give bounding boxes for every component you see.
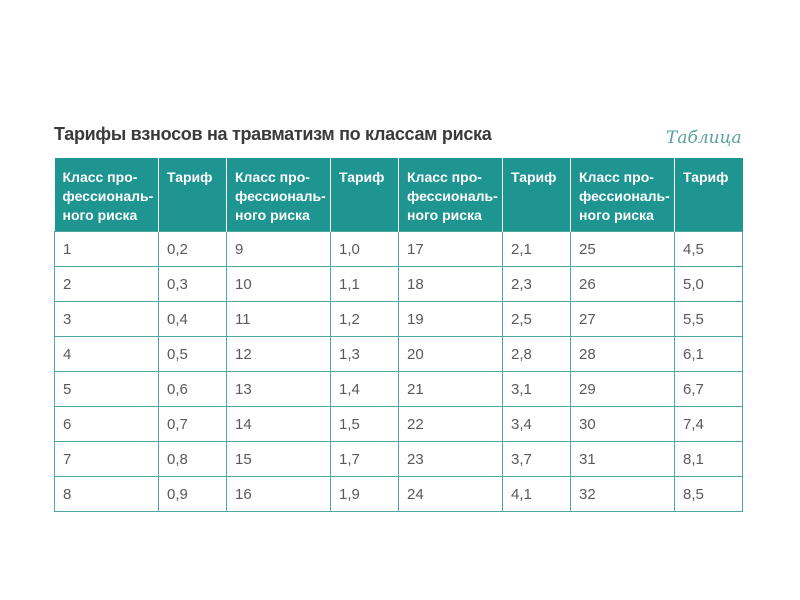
column-header-risk-class: Класс про- фессиональ- ного риска [570,158,675,232]
rate-cell: 5,0 [674,266,743,302]
risk-class-cell: 13 [226,371,331,407]
risk-class-cell: 11 [226,301,331,337]
rate-cell: 8,5 [674,476,743,512]
risk-class-cell: 16 [226,476,331,512]
table-title: Тарифы взносов на травматизм по классам … [54,124,492,144]
header-row: Класс про- фессиональ- ного риска Тариф Кл… [54,158,743,232]
table-row: 3 0,4 11 1,2 19 2,5 27 5,5 [54,301,743,337]
rate-cell: 0,9 [158,476,227,512]
risk-class-cell: 5 [54,371,159,407]
rate-cell: 0,7 [158,406,227,442]
risk-class-cell: 9 [226,231,331,267]
rate-cell: 5,5 [674,301,743,337]
risk-class-cell: 24 [398,476,503,512]
risk-class-cell: 12 [226,336,331,372]
risk-class-cell: 17 [398,231,503,267]
risk-class-cell: 31 [570,441,675,477]
table-row: 7 0,8 15 1,7 23 3,7 31 8,1 [54,441,743,477]
rate-cell: 1,3 [330,336,399,372]
rate-cell: 8,1 [674,441,743,477]
risk-class-cell: 29 [570,371,675,407]
table-row: 2 0,3 10 1,1 18 2,3 26 5,0 [54,266,743,302]
table-row: 4 0,5 12 1,3 20 2,8 28 6,1 [54,336,743,372]
table-label: Таблица [666,128,742,148]
risk-class-cell: 23 [398,441,503,477]
table-row: 8 0,9 16 1,9 24 4,1 32 8,5 [54,476,743,512]
risk-class-cell: 6 [54,406,159,442]
column-header-rate: Тариф [330,158,399,232]
rate-cell: 1,4 [330,371,399,407]
rate-cell: 3,4 [502,406,571,442]
rate-cell: 2,5 [502,301,571,337]
risk-class-cell: 20 [398,336,503,372]
risk-class-cell: 19 [398,301,503,337]
table-body: 1 0,2 9 1,0 17 2,1 25 4,5 2 0,3 10 1,1 18 2,3 26 5,0 3 0,… [54,231,743,512]
risk-class-cell: 10 [226,266,331,302]
risk-class-cell: 18 [398,266,503,302]
risk-class-cell: 15 [226,441,331,477]
rate-cell: 2,8 [502,336,571,372]
rate-cell: 1,0 [330,231,399,267]
risk-class-cell: 8 [54,476,159,512]
rate-cell: 0,4 [158,301,227,337]
risk-class-cell: 21 [398,371,503,407]
rate-cell: 1,9 [330,476,399,512]
risk-class-cell: 30 [570,406,675,442]
table-row: 5 0,6 13 1,4 21 3,1 29 6,7 [54,371,743,407]
rate-cell: 1,2 [330,301,399,337]
rate-cell: 4,1 [502,476,571,512]
rate-cell: 6,7 [674,371,743,407]
rate-cell: 1,5 [330,406,399,442]
column-header-rate: Тариф [502,158,571,232]
column-header-risk-class: Класс про- фессиональ- ного риска [226,158,331,232]
risk-class-cell: 2 [54,266,159,302]
rate-cell: 2,1 [502,231,571,267]
risk-class-cell: 27 [570,301,675,337]
rate-cell: 0,2 [158,231,227,267]
rate-cell: 0,8 [158,441,227,477]
rate-cell: 0,5 [158,336,227,372]
risk-class-cell: 26 [570,266,675,302]
rate-cell: 1,7 [330,441,399,477]
risk-class-cell: 4 [54,336,159,372]
table-row: 1 0,2 9 1,0 17 2,1 25 4,5 [54,231,743,267]
rate-cell: 0,6 [158,371,227,407]
table-row: 6 0,7 14 1,5 22 3,4 30 7,4 [54,406,743,442]
risk-class-cell: 14 [226,406,331,442]
rate-cell: 0,3 [158,266,227,302]
risk-class-cell: 22 [398,406,503,442]
risk-class-cell: 3 [54,301,159,337]
risk-class-cell: 25 [570,231,675,267]
rates-table: Класс про- фессиональ- ного риска Тариф Кл… [54,158,743,512]
rate-cell: 3,7 [502,441,571,477]
rate-cell: 1,1 [330,266,399,302]
rate-cell: 2,3 [502,266,571,302]
rate-cell: 7,4 [674,406,743,442]
rate-cell: 6,1 [674,336,743,372]
rate-cell: 3,1 [502,371,571,407]
risk-class-cell: 28 [570,336,675,372]
rate-cell: 4,5 [674,231,743,267]
risk-class-cell: 32 [570,476,675,512]
column-header-risk-class: Класс про- фессиональ- ного риска [398,158,503,232]
risk-class-cell: 1 [54,231,159,267]
column-header-rate: Тариф [674,158,743,232]
column-header-rate: Тариф [158,158,227,232]
column-header-risk-class: Класс про- фессиональ- ного риска [54,158,159,232]
risk-class-cell: 7 [54,441,159,477]
